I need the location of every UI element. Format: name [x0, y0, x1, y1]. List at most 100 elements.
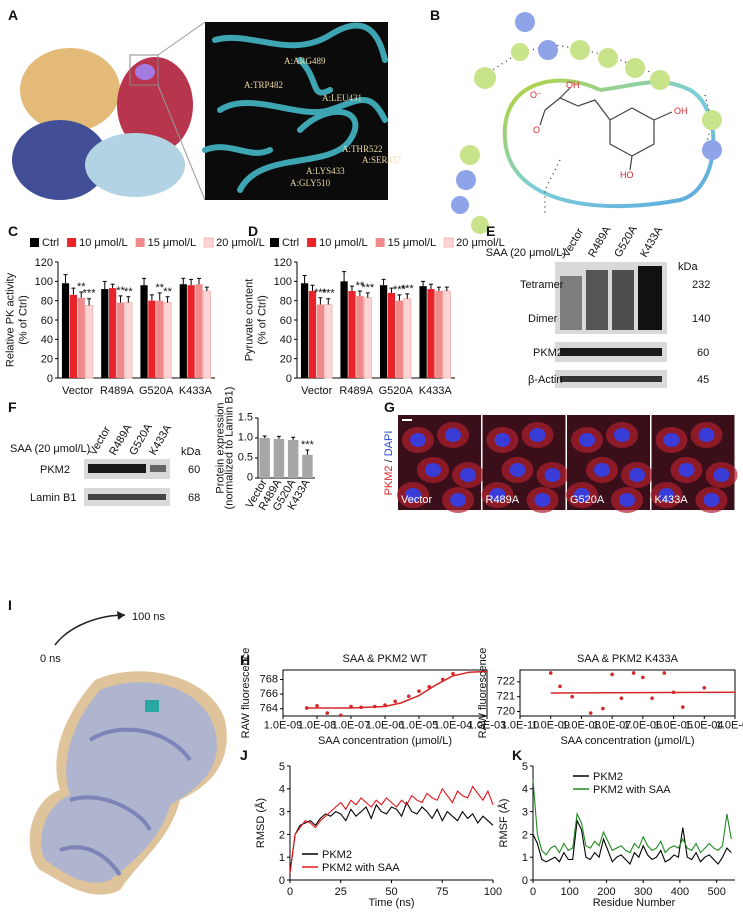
y-tick-label: 720: [497, 705, 515, 717]
error-bar: [389, 287, 394, 293]
legend-label: 20 μmol/L: [456, 237, 505, 249]
panel-letter: E: [486, 223, 495, 239]
legend-label: PKM2: [593, 771, 623, 783]
y-tick-label: 40: [41, 334, 53, 346]
significance: ***: [393, 284, 407, 296]
error-bar: [357, 290, 362, 296]
y-tick-label: 3: [522, 806, 528, 818]
band-kda: 60: [697, 347, 709, 359]
band-label: Tetramer: [520, 279, 564, 291]
data-point: [558, 684, 562, 689]
bar: [395, 300, 404, 378]
residue-bubbles: [451, 12, 722, 234]
y-axis-label: RMSD (Å): [254, 798, 267, 848]
error-bar: [405, 293, 410, 299]
y-tick-label: 0: [286, 373, 292, 385]
blot-band: [150, 465, 166, 472]
band-kda: 140: [692, 313, 710, 325]
cell-nucleus: [698, 428, 715, 442]
bar: [435, 291, 443, 378]
significance: **: [77, 281, 86, 293]
significance: **: [116, 285, 125, 297]
plot-frame: [282, 669, 488, 717]
residue-chain: [484, 44, 713, 215]
bar: [163, 302, 172, 379]
x-axis-label: Residue Number: [593, 897, 676, 909]
bar: [187, 285, 195, 378]
y-axis-label: Protein expression: [215, 402, 227, 493]
bar: [69, 294, 77, 378]
blot-smear: [560, 266, 662, 330]
x-tick-label: 100: [561, 886, 579, 898]
blot-band: [560, 376, 662, 382]
x-tick-label: 1.0E-04: [685, 719, 724, 731]
y-tick-label: 20: [280, 354, 292, 366]
ligand-structure: [539, 87, 673, 171]
kda-label: kDa: [678, 261, 698, 273]
bar: [442, 290, 451, 379]
data-point: [662, 671, 667, 675]
x-tick-label: 1.0E-09: [531, 719, 570, 731]
fit-line: [306, 670, 488, 709]
x-tick-label: 0: [530, 886, 536, 898]
significance: **: [356, 280, 365, 292]
x-tick-label: 1.0E-03: [716, 719, 743, 731]
y-tick-label: 60: [41, 315, 53, 327]
band-label: Dimer: [528, 313, 558, 325]
x-tick-label: 1.0E-07: [332, 719, 371, 731]
error-bar: [204, 286, 209, 291]
legend-swatch: [203, 237, 214, 248]
cell-nucleus: [509, 463, 526, 477]
x-tick-label: 1.0E-05: [654, 719, 693, 731]
cell-nucleus: [445, 428, 461, 442]
error-bar: [349, 285, 354, 291]
y-tick-label: 40: [280, 334, 292, 346]
y-axis-label: (% of Ctrl): [257, 295, 269, 345]
error-bar: [444, 286, 449, 291]
x-tick-label: 1.0E-05: [400, 719, 439, 731]
legend-label: PKM2: [322, 849, 352, 861]
x-tick-label: 300: [634, 886, 652, 898]
blot-band: [88, 464, 146, 473]
y-axis-label: RAW fluorescence: [477, 648, 489, 739]
band-kda: 232: [692, 279, 710, 291]
error-bar: [181, 277, 186, 285]
panel-letter: H: [240, 652, 250, 668]
cell-nucleus: [534, 493, 551, 507]
x-tick-label: 1.0E-03: [468, 719, 507, 731]
cell-nucleus: [678, 463, 695, 477]
bar: [379, 285, 388, 378]
x-tick-label: 1.0E-09: [264, 719, 303, 731]
atom-label: OH: [674, 106, 688, 116]
legend-label: PKM2 with SAA: [322, 862, 400, 874]
error-bar: [291, 436, 296, 440]
panel-letter: B: [430, 7, 440, 23]
bar: [387, 292, 396, 378]
lane-label: Vector: [560, 226, 586, 259]
panel-letter: K: [512, 747, 522, 763]
y-tick-label: 5: [279, 761, 285, 773]
residue-label: A:LEU431: [322, 93, 362, 103]
data-point: [610, 672, 614, 677]
y-tick-label: 3: [279, 806, 285, 818]
y-tick-label: 0: [47, 373, 53, 385]
legend-label: 20 μmol/L: [216, 237, 265, 249]
panel-letter: D: [248, 223, 258, 239]
x-tick-label: R489A: [100, 385, 134, 397]
error-bar: [397, 294, 402, 301]
y-tick-label: 1: [522, 852, 528, 864]
stain-blue: DAPI: [383, 431, 395, 457]
bar: [124, 302, 133, 379]
data-point: [601, 706, 605, 711]
x-tick-label: 1.0E-04: [434, 719, 473, 731]
data-point: [650, 696, 654, 700]
y-tick-label: 722: [497, 676, 515, 688]
panel-letter: A: [8, 7, 18, 23]
x-tick-label: 1.0E-10: [501, 719, 540, 731]
blot-band: [560, 348, 662, 356]
x-tick-label: 200: [597, 886, 615, 898]
kda-label: kDa: [181, 446, 201, 458]
data-point: [702, 686, 707, 690]
y-tick-label: 764: [260, 702, 278, 714]
zoom-line: [157, 21, 206, 56]
